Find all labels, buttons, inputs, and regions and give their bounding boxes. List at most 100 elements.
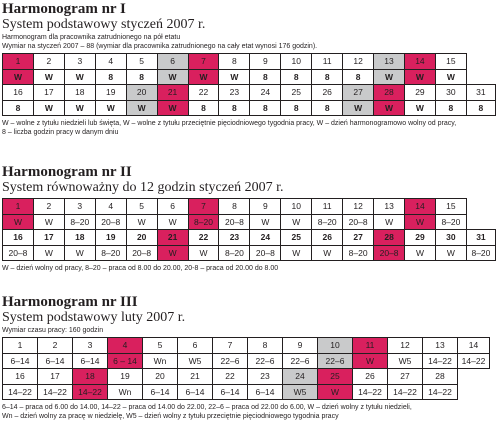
day-number-cell: 27 xyxy=(387,368,423,385)
shift-cell: W xyxy=(63,69,96,85)
day-number-cell: 22 xyxy=(187,84,220,101)
legend-line: Wn – dzień wolny za pracę w niedzielę, W… xyxy=(2,413,339,420)
shift-cell: 8 xyxy=(125,69,158,85)
day-number-cell: 19 xyxy=(94,84,127,101)
shift-cell: W xyxy=(187,245,220,261)
day-number-cell: 7 xyxy=(187,53,220,70)
shift-cell: 8 xyxy=(434,100,467,116)
day-number-cell: 20 xyxy=(125,229,158,246)
day-number-cell: 25 xyxy=(317,368,353,385)
shift-cell: 8 xyxy=(218,100,251,116)
day-number-cell: 17 xyxy=(32,84,65,101)
schedule-1-note-1: Harmonogram dla pracownika zatrudnionego… xyxy=(2,34,181,41)
table-row: 16 17 18 19 20 21 22 23 24 25 26 27 28 29 30 31 xyxy=(2,229,497,246)
table-row: 1 2 3 4 5 6 7 8 9 10 11 12 13 14 15 xyxy=(2,53,496,70)
day-number-cell: 31 xyxy=(465,229,497,246)
legend-line: W – dzień wolny od pracy, 8–20 – praca o… xyxy=(2,265,279,272)
shift-cell: W xyxy=(2,69,34,85)
shift-cell: 6 – 14 xyxy=(107,353,143,369)
shift-cell: 22–6 xyxy=(247,353,283,369)
shift-cell: W xyxy=(32,245,65,261)
shift-cell: W5 xyxy=(282,384,318,400)
empty-cell xyxy=(466,199,495,215)
day-number-cell: 2 xyxy=(37,337,73,354)
day-number-cell: 3 xyxy=(63,198,96,215)
shift-cell: 6–14 xyxy=(2,353,38,369)
day-number-cell: 9 xyxy=(249,198,282,215)
day-number-cell: 10 xyxy=(280,53,313,70)
shift-cell: 8 xyxy=(342,69,375,85)
shift-cell: 8–20 xyxy=(434,214,467,230)
empty-cell xyxy=(458,385,490,400)
shift-cell: W xyxy=(32,214,65,230)
day-number-cell: 1 xyxy=(2,337,38,354)
day-number-cell: 22 xyxy=(187,229,220,246)
shift-cell: W xyxy=(2,214,34,230)
day-number-cell: 2 xyxy=(32,198,65,215)
shift-cell: W xyxy=(32,100,65,116)
schedule-1-subtitle: System podstawowy styczeń 2007 r. xyxy=(2,17,206,32)
day-number-cell: 2 xyxy=(32,53,65,70)
shift-cell: W xyxy=(63,245,96,261)
day-number-cell: 28 xyxy=(373,84,405,101)
shift-cell: W xyxy=(404,214,436,230)
shift-cell: 22–6 xyxy=(317,353,353,369)
shift-cell: 8–20 xyxy=(63,214,96,230)
schedule-3: Harmonogram nr III System podstawowy lut… xyxy=(2,295,496,421)
day-number-cell: 23 xyxy=(247,368,283,385)
shift-cell: W xyxy=(187,69,220,85)
shift-cell: W xyxy=(317,384,353,400)
shift-cell: 22–6 xyxy=(212,353,248,369)
day-number-cell: 21 xyxy=(177,368,213,385)
day-number-cell: 10 xyxy=(317,337,353,354)
day-number-cell: 21 xyxy=(156,229,189,246)
shift-cell: W xyxy=(434,69,467,85)
shift-cell: 8 xyxy=(311,100,344,116)
shift-cell: W xyxy=(249,214,282,230)
day-number-cell: 7 xyxy=(187,198,220,215)
day-number-cell: 25 xyxy=(280,84,313,101)
day-number-cell: 18 xyxy=(63,84,96,101)
schedule-2-subtitle: System równoważny do 12 godzin styczeń 2… xyxy=(2,180,284,195)
day-number-cell: 29 xyxy=(403,84,436,101)
day-number-cell: 4 xyxy=(94,198,127,215)
shift-cell: W xyxy=(156,245,189,261)
day-number-cell: 13 xyxy=(373,53,405,70)
shift-cell: W xyxy=(404,245,436,261)
schedule-2-title: Harmonogram nr II xyxy=(2,164,132,180)
day-number-cell: 14 xyxy=(404,198,436,215)
day-number-cell: 6 xyxy=(177,337,213,354)
day-number-cell: 31 xyxy=(465,84,497,101)
day-number-cell: 18 xyxy=(63,229,96,246)
day-number-cell: 1 xyxy=(2,198,34,215)
day-number-cell: 12 xyxy=(342,198,375,215)
day-number-cell: 24 xyxy=(249,84,282,101)
shift-cell: 14–22 xyxy=(422,353,458,369)
shift-cell: W xyxy=(156,69,189,85)
shift-cell: 14–22 xyxy=(37,384,73,400)
shift-cell: W xyxy=(63,100,96,116)
day-number-cell: 11 xyxy=(352,337,388,354)
day-number-cell: 12 xyxy=(342,53,375,70)
shift-cell: W xyxy=(373,214,406,230)
shift-cell: W xyxy=(125,214,158,230)
day-number-cell: 20 xyxy=(142,368,178,385)
shift-cell: 22–6 xyxy=(282,353,318,369)
day-number-cell: 3 xyxy=(63,53,96,70)
shift-cell: 8–20 xyxy=(465,245,497,261)
shift-cell: 8 xyxy=(94,69,127,85)
shift-cell: 8 xyxy=(465,100,497,116)
day-number-cell: 19 xyxy=(94,229,127,246)
day-number-cell: 14 xyxy=(403,53,436,70)
shift-cell: 8–20 xyxy=(342,245,375,261)
day-number-cell: 24 xyxy=(282,368,318,385)
shift-cell: 14–22 xyxy=(457,353,490,369)
shift-cell: 20–8 xyxy=(342,214,375,230)
day-number-cell: 17 xyxy=(32,229,65,246)
legend-line: 6–14 – praca od 6.00 do 14.00, 14–22 – p… xyxy=(2,404,412,411)
shift-cell: 8 xyxy=(280,100,313,116)
schedule-2-table: 1 2 3 4 5 6 7 8 9 10 11 12 13 14 15 W W 8–20 20–8 W W 8–20 20–… xyxy=(2,198,497,261)
shift-cell: W xyxy=(218,69,251,85)
day-number-cell: 25 xyxy=(280,229,313,246)
day-number-cell: 5 xyxy=(125,198,158,215)
